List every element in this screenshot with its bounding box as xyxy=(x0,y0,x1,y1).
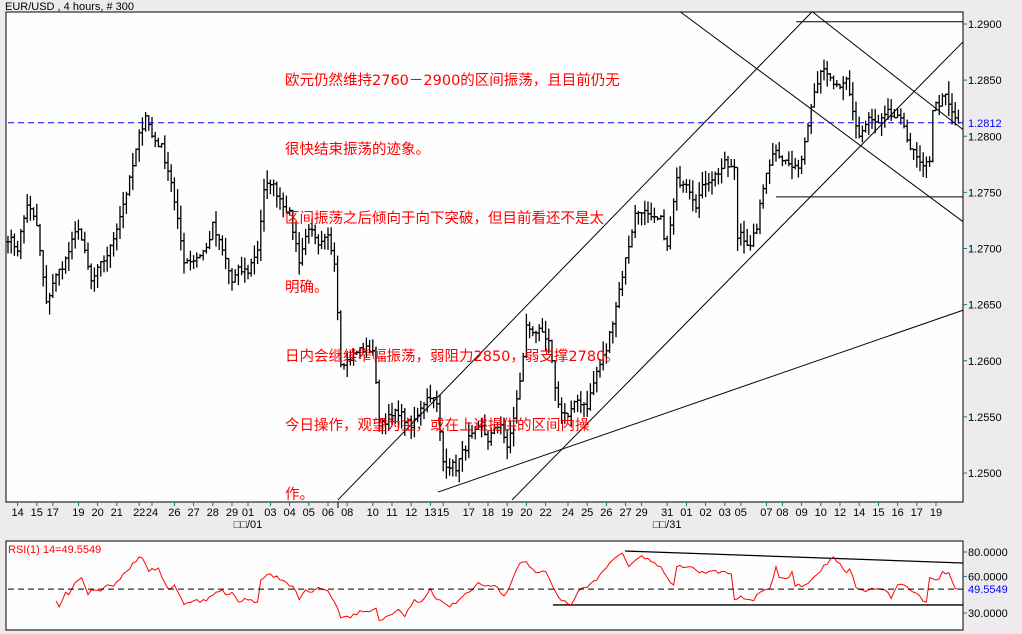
date-tick-label: 09 xyxy=(795,507,807,519)
date-tick-label: 20 xyxy=(91,507,103,519)
date-tick-label: 26 xyxy=(168,507,180,519)
price-tick-label: 1.2500 xyxy=(968,468,1002,480)
date-tick-label: 24 xyxy=(146,507,158,519)
date-tick-label: 08 xyxy=(776,507,788,519)
rsi-trend-line xyxy=(624,550,963,564)
rsi-title: RSI(1) 14=49.5549 xyxy=(8,544,101,556)
date-tick-label: 10 xyxy=(367,507,379,519)
date-tick-label: 05 xyxy=(303,507,315,519)
note-line: 明确。 xyxy=(285,280,329,296)
analysis-note: 欧元仍然维持2760－2900的区间振荡，且目前仍无 很快结束振荡的迹象。 区间… xyxy=(285,24,620,530)
date-tick-label: 14 xyxy=(11,507,23,519)
date-tick-label: 17 xyxy=(911,507,923,519)
date-tick-label: 15 xyxy=(437,507,449,519)
trend-line xyxy=(811,11,964,130)
chart-title: EUR/USD , 4 hours, # 300 xyxy=(5,1,134,13)
date-tick-label: 27 xyxy=(619,507,631,519)
note-line: 欧元仍然维持2760－2900的区间振荡，且目前仍无 xyxy=(285,73,620,89)
date-tick-label: 20 xyxy=(520,507,532,519)
note-line: 很快结束振荡的迹象。 xyxy=(285,142,430,158)
date-tick-label: 01 xyxy=(242,507,254,519)
last-price-label: 1.2812 xyxy=(968,118,1002,130)
date-tick-label: 14 xyxy=(853,507,865,519)
date-tick-label: 19 xyxy=(72,507,84,519)
date-tick-label: 17 xyxy=(463,507,475,519)
trend-line xyxy=(679,11,964,222)
date-tick-label: 11 xyxy=(386,507,397,519)
date-tick-label: 12 xyxy=(405,507,417,519)
trend-line xyxy=(437,309,964,493)
date-tick-label: 08 xyxy=(341,507,353,519)
date-tick-label: 29 xyxy=(635,507,647,519)
price-tick-label: 1.2600 xyxy=(968,356,1002,368)
price-tick-label: 1.2850 xyxy=(968,75,1002,87)
note-line: 作。 xyxy=(285,487,314,503)
date-tick-label: 27 xyxy=(187,507,199,519)
date-tick-label: 05 xyxy=(735,507,747,519)
date-tick-label: 07 xyxy=(760,507,772,519)
rsi-line xyxy=(55,552,959,621)
date-tick-label: 26 xyxy=(600,507,612,519)
date-tick-label: 29 xyxy=(226,507,238,519)
date-tick-label: 18 xyxy=(482,507,494,519)
note-line: 今日操作，观望为主，或在上述提供的区间内操 xyxy=(285,418,590,434)
price-tick-label: 1.2900 xyxy=(968,19,1002,31)
date-tick-label: 17 xyxy=(47,507,59,519)
date-tick-label: 22 xyxy=(539,507,551,519)
rsi-last-label: 49.5549 xyxy=(968,584,1008,596)
date-tick-label: 24 xyxy=(562,507,574,519)
date-tick-label: 28 xyxy=(207,507,219,519)
rsi-tick-label: 60.0000 xyxy=(968,571,1008,583)
date-tick-label: 13 xyxy=(424,507,436,519)
price-tick-label: 1.2650 xyxy=(968,300,1002,312)
date-tick-label: 22 xyxy=(133,507,145,519)
date-tick-label: 10 xyxy=(815,507,827,519)
price-tick-label: 1.2550 xyxy=(968,412,1002,424)
rsi-tick-label: 30.0000 xyxy=(968,608,1008,620)
date-tick-label: 03 xyxy=(264,507,276,519)
date-tick-label: 04 xyxy=(283,507,295,519)
date-tick-label: 02 xyxy=(699,507,711,519)
date-tick-label: 19 xyxy=(930,507,942,519)
price-tick-label: 1.2800 xyxy=(968,131,1002,143)
month-label: □□/01 xyxy=(234,519,263,531)
date-tick-label: 25 xyxy=(581,507,593,519)
date-tick-label: 19 xyxy=(501,507,513,519)
rsi-tick-label: 80.0000 xyxy=(968,547,1008,559)
price-tick-label: 1.2700 xyxy=(968,244,1002,256)
date-tick-label: 06 xyxy=(322,507,334,519)
date-tick-label: 01 xyxy=(680,507,692,519)
note-line: 区间振荡之后倾向于向下突破，但目前看还不是太 xyxy=(285,211,604,227)
price-tick-label: 1.2750 xyxy=(968,187,1002,199)
note-line: 日内会继续窄幅振荡，弱阻力2850，弱支撑2780。 xyxy=(285,349,620,365)
date-tick-label: 12 xyxy=(834,507,846,519)
date-tick-label: 21 xyxy=(111,507,123,519)
date-tick-label: 31 xyxy=(661,507,673,519)
date-tick-label: 15 xyxy=(31,507,43,519)
date-tick-label: 15 xyxy=(872,507,884,519)
month-label: □□/31 xyxy=(653,519,682,531)
date-tick-label: 03 xyxy=(719,507,731,519)
date-tick-label: 16 xyxy=(891,507,903,519)
